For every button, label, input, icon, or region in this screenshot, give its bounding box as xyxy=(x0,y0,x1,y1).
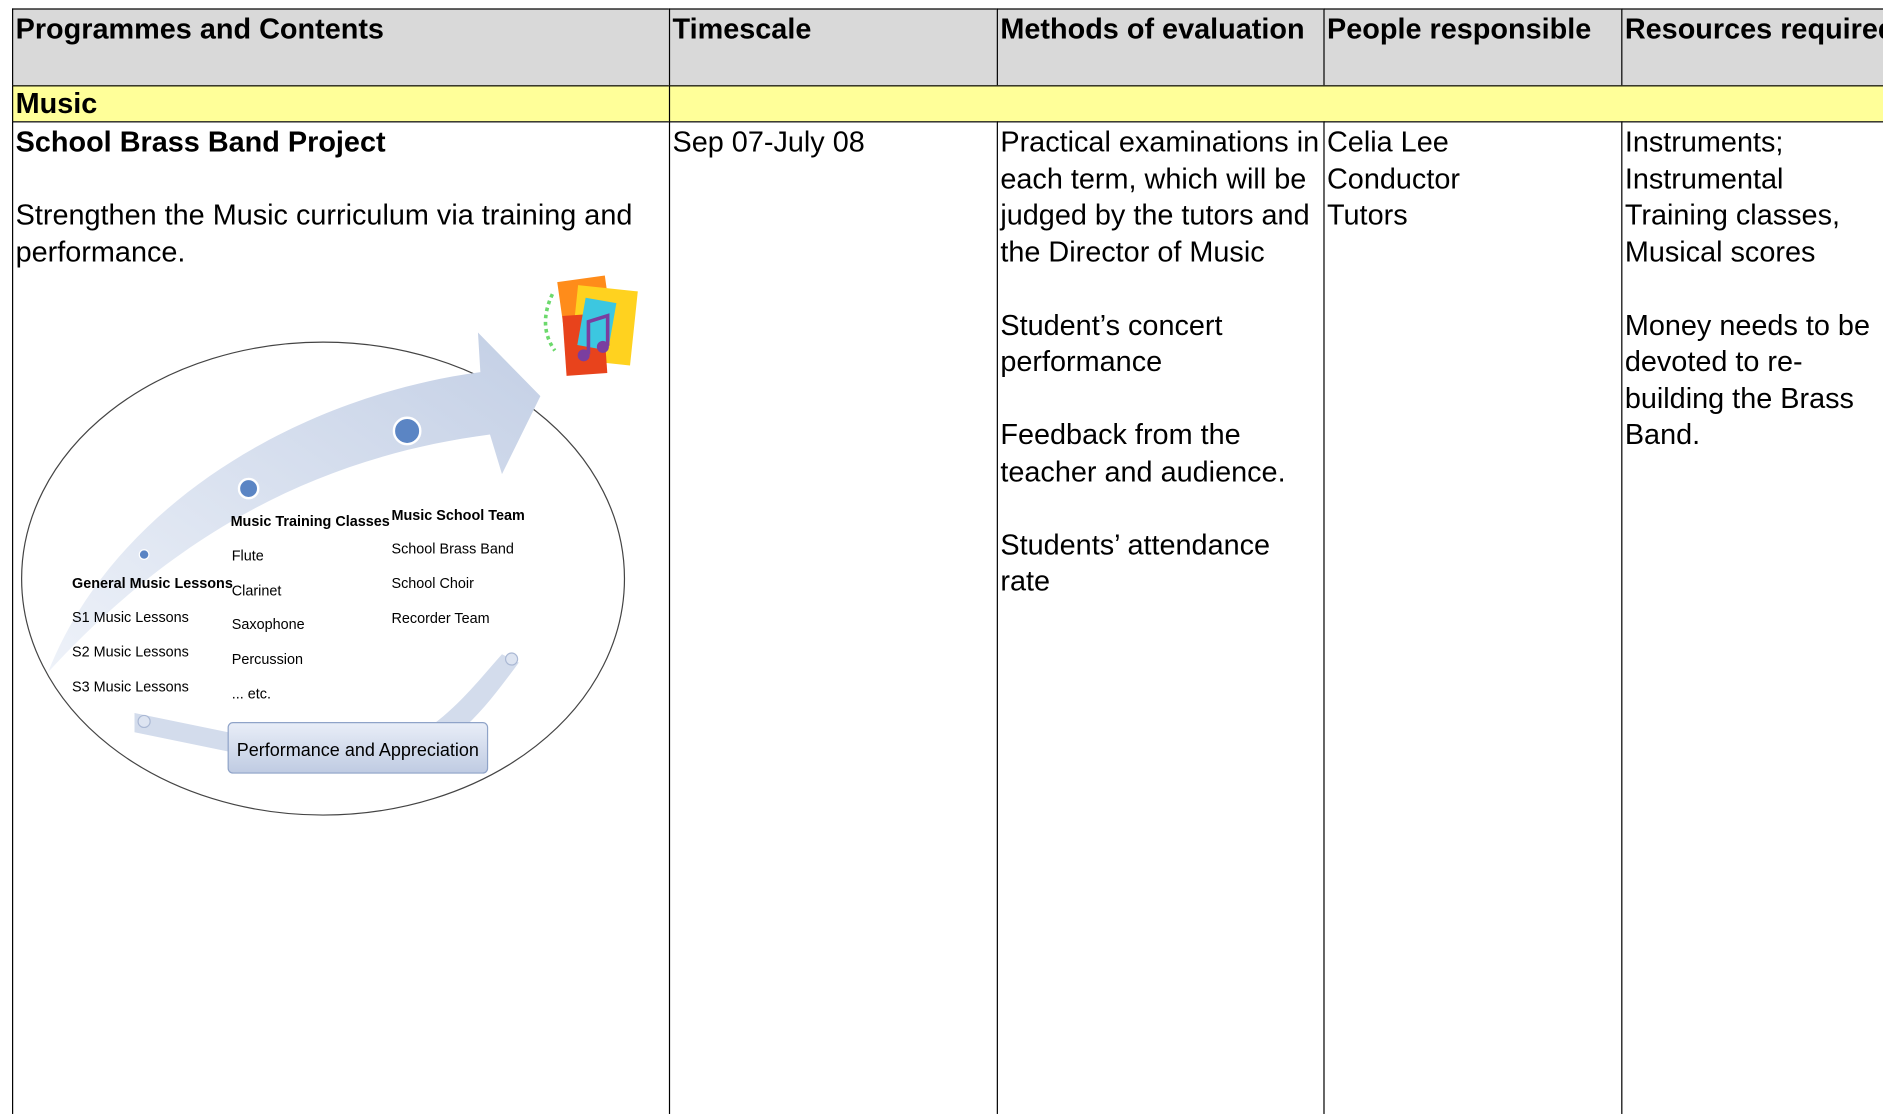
footer-box xyxy=(227,722,489,774)
ellipse xyxy=(21,341,626,816)
group-item: School Brass Band xyxy=(391,541,513,557)
group-item: S2 Music Lessons xyxy=(72,645,189,661)
group-item: Flute xyxy=(232,549,264,565)
group-title: Music School Team xyxy=(391,508,524,524)
group-item: S1 Music Lessons xyxy=(72,610,189,626)
resources-cell: Instruments; Instrumental Training class… xyxy=(1621,121,1883,1114)
evaluation-cell: Practical examinations in each term, whi… xyxy=(996,121,1324,1114)
header-cell: People responsible xyxy=(1323,8,1622,86)
evaluation-item: Students’ attendance rate xyxy=(1000,528,1271,598)
milestone xyxy=(137,714,151,729)
music-diagram: Performance and Appreciation General Mus… xyxy=(21,275,638,816)
evaluation-item: Student’s concert performance xyxy=(1000,309,1223,379)
music-icon xyxy=(543,275,638,376)
group-item: Percussion xyxy=(232,652,303,668)
footer-label: Performance and Appreciation xyxy=(237,740,479,760)
programme-description: Strengthen the Music curriculum via trai… xyxy=(15,199,633,269)
programme-title: School Brass Band Project xyxy=(15,126,386,159)
group-title: Music Training Classes xyxy=(231,514,390,530)
milestone xyxy=(138,549,150,560)
milestone xyxy=(237,477,260,500)
header-cell: Timescale xyxy=(668,8,997,86)
group-item: Clarinet xyxy=(232,583,282,599)
group-item: Recorder Team xyxy=(391,611,489,627)
people-cell: Celia Lee Conductor Tutors xyxy=(1323,121,1622,1114)
person: Celia Lee xyxy=(1326,126,1449,159)
header-cell: Methods of evaluation xyxy=(996,8,1324,86)
evaluation-item: Feedback from the teacher and audience. xyxy=(1000,418,1286,488)
group-item: School Choir xyxy=(391,576,474,592)
timescale-cell: Sep 07-July 08 xyxy=(668,121,997,1114)
connector xyxy=(134,713,229,752)
group-item: ... etc. xyxy=(232,687,271,703)
resource-item: Money needs to be devoted to re-building… xyxy=(1624,309,1870,452)
person: Conductor xyxy=(1326,162,1460,196)
section-fill xyxy=(668,85,1883,122)
resource-item: Instruments; Instrumental Training class… xyxy=(1624,126,1841,269)
section-title: Music xyxy=(12,85,669,122)
evaluation-item: Practical examinations in each term, whi… xyxy=(1000,126,1320,269)
programme-cell: School Brass Band Project Strengthen the… xyxy=(12,121,669,1114)
group-item: S3 Music Lessons xyxy=(72,679,189,695)
group-item: Saxophone xyxy=(232,617,305,633)
milestone xyxy=(392,416,422,446)
growth-arrow xyxy=(48,332,541,673)
group-title: General Music Lessons xyxy=(72,576,233,592)
milestone xyxy=(504,652,519,666)
person: Tutors xyxy=(1326,199,1408,232)
connector xyxy=(432,654,519,733)
header-cell: Programmes and Contents xyxy=(12,8,669,86)
header-cell: Resources required xyxy=(1621,8,1883,86)
